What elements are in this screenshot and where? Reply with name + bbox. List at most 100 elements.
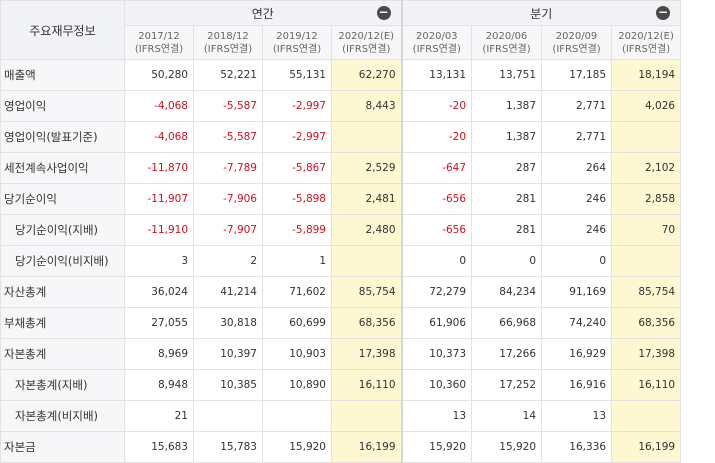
table-cell: 68,356 <box>611 307 682 339</box>
table-cell: -11,907 <box>124 183 194 215</box>
table-cell: 4,026 <box>611 90 682 122</box>
table-cell: 246 <box>541 214 613 246</box>
table-cell: 2,481 <box>330 183 403 215</box>
table-cell: -7,907 <box>193 214 263 246</box>
table-cell: 66,968 <box>471 307 543 339</box>
table-cell: 246 <box>541 183 613 215</box>
table-row: 부채총계 27,055 30,818 60,699 68,356 61,906 66,968… <box>0 307 682 339</box>
table-row: 자본총계 8,969 10,397 10,903 17,398 10,373 17,266 1… <box>0 338 682 370</box>
basis-label: (IFRS연결) <box>412 43 461 55</box>
table-cell: 91,169 <box>541 276 613 308</box>
row-label: 자본총계 <box>0 338 125 370</box>
table-cell <box>193 400 263 432</box>
collapse-quarter-icon[interactable]: − <box>656 5 671 20</box>
table-cell: -7,906 <box>193 183 263 215</box>
table-row: 자본총계(지배) 8,948 10,385 10,890 16,110 10,360 17,… <box>0 369 682 401</box>
table-cell: 85,754 <box>611 276 682 308</box>
table-cell: 8,443 <box>330 90 403 122</box>
annual-group-label: 연간 <box>251 6 274 21</box>
table-cell: 2,102 <box>611 152 682 184</box>
table-cell: 16,110 <box>611 369 682 401</box>
table-cell: 10,385 <box>193 369 263 401</box>
table-cell: -4,068 <box>124 121 194 153</box>
annual-period-header: 2020/12(E) (IFRS연결) <box>330 25 403 60</box>
table-cell: 14 <box>471 400 543 432</box>
table-cell: 15,683 <box>124 431 194 463</box>
table-row: 매출액 50,280 52,221 55,131 62,270 13,131 13,751 1… <box>0 59 682 91</box>
table-cell <box>611 245 682 277</box>
table-cell: 61,906 <box>400 307 473 339</box>
table-cell: 30,818 <box>193 307 263 339</box>
table-cell: -5,898 <box>262 183 332 215</box>
basis-label: (IFRS연결) <box>203 43 253 55</box>
table-cell: 41,214 <box>193 276 263 308</box>
basis-label: (IFRS연결) <box>134 43 184 55</box>
table-cell: 281 <box>471 214 543 246</box>
table-cell: -20 <box>400 90 473 122</box>
table-cell: -5,587 <box>193 90 263 122</box>
table-cell: 13 <box>541 400 613 432</box>
annual-period-header: 2017/12 (IFRS연결) <box>124 25 194 60</box>
table-cell: 85,754 <box>330 276 403 308</box>
table-cell: -5,867 <box>262 152 332 184</box>
table-cell: 13,751 <box>471 59 543 91</box>
table-cell: 10,903 <box>262 338 332 370</box>
quarter-period-header: 2020/03 (IFRS연결) <box>400 25 473 60</box>
table-cell <box>330 245 403 277</box>
table-cell: 8,948 <box>124 369 194 401</box>
quarter-group-label: 분기 <box>530 6 553 21</box>
row-label: 부채총계 <box>0 307 125 339</box>
table-cell: 15,920 <box>400 431 473 463</box>
table-cell: 16,110 <box>330 369 403 401</box>
table-row: 영업이익 -4,068 -5,587 -2,997 8,443 -20 1,387 2,771… <box>0 90 682 122</box>
table-cell: 16,916 <box>541 369 613 401</box>
table-cell: 1,387 <box>471 90 543 122</box>
quarter-period-header: 2020/09 (IFRS연결) <box>541 25 613 60</box>
quarter-period-header: 2020/12(E) (IFRS연결) <box>611 25 682 60</box>
table-cell: 60,699 <box>262 307 332 339</box>
period-label: 2020/12(E) <box>618 30 674 42</box>
table-cell: -5,587 <box>193 121 263 153</box>
annual-group-header: 연간 − <box>123 0 403 26</box>
table-row: 자산총계 36,024 41,214 71,602 85,754 72,279 84,234… <box>0 276 682 308</box>
annual-period-header: 2018/12 (IFRS연결) <box>193 25 263 60</box>
table-cell: 10,397 <box>193 338 263 370</box>
table-cell: 62,270 <box>330 59 403 91</box>
table-cell: 16,929 <box>541 338 613 370</box>
basis-label: (IFRS연결) <box>552 43 601 55</box>
table-cell <box>330 121 403 153</box>
row-label: 영업이익(발표기준) <box>0 121 125 153</box>
table-cell: 13 <box>400 400 473 432</box>
table-cell: 2 <box>193 245 263 277</box>
table-cell: -2,997 <box>262 121 332 153</box>
table-cell: 55,131 <box>262 59 332 91</box>
table-cell: 0 <box>471 245 543 277</box>
table-row: 세전계속사업이익 -11,870 -7,789 -5,867 2,529 -647 287 2… <box>0 152 682 184</box>
period-label: 2017/12 <box>138 30 180 42</box>
collapse-annual-icon[interactable]: − <box>376 5 391 20</box>
table-cell: 50,280 <box>124 59 194 91</box>
financial-summary-table: 주요재무정보 연간 − 분기 − 2017/12 (IFRS연결) 2018/12(… <box>0 0 682 463</box>
table-cell: 2,480 <box>330 214 403 246</box>
quarter-period-header: 2020/06 (IFRS연결) <box>471 25 543 60</box>
table-row: 당기순이익 -11,907 -7,906 -5,898 2,481 -656 281 246 2… <box>0 183 682 215</box>
table-cell: 8,969 <box>124 338 194 370</box>
row-label: 매출액 <box>0 59 125 91</box>
row-label: 자본총계(비지배) <box>0 400 125 432</box>
table-cell <box>262 400 332 432</box>
table-cell: 17,398 <box>330 338 403 370</box>
table-cell <box>611 400 682 432</box>
table-cell: 36,024 <box>124 276 194 308</box>
table-cell: 68,356 <box>330 307 403 339</box>
row-label: 당기순이익(지배) <box>0 214 125 246</box>
table-cell: 10,360 <box>400 369 473 401</box>
table-cell: 10,890 <box>262 369 332 401</box>
table-cell: 2,771 <box>541 90 613 122</box>
row-label: 당기순이익 <box>0 183 125 215</box>
row-label: 자본금 <box>0 431 125 463</box>
table-cell: -656 <box>400 183 473 215</box>
table-cell: 0 <box>400 245 473 277</box>
table-cell: 27,055 <box>124 307 194 339</box>
basis-label: (IFRS연결) <box>342 43 391 55</box>
table-cell: 10,373 <box>400 338 473 370</box>
